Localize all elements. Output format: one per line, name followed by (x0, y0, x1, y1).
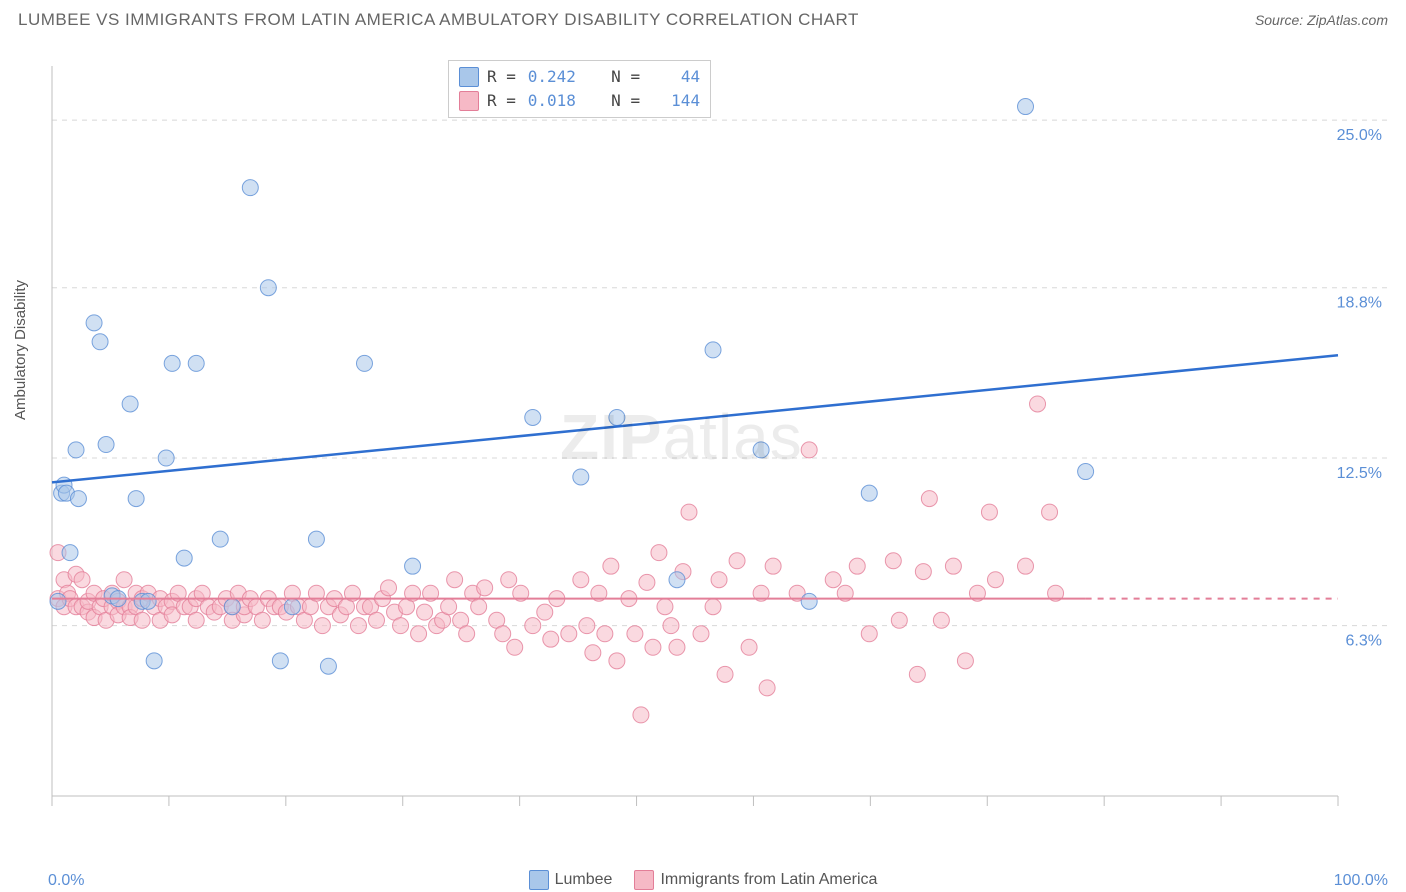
svg-text:6.3%: 6.3% (1346, 633, 1382, 650)
swatch-series-b (459, 91, 479, 111)
plot-area: 6.3% 12.5% 18.8% 25.0% (48, 56, 1388, 826)
chart-title: LUMBEE VS IMMIGRANTS FROM LATIN AMERICA … (18, 10, 859, 30)
legend: Lumbee Immigrants from Latin America (0, 870, 1406, 890)
header-bar: LUMBEE VS IMMIGRANTS FROM LATIN AMERICA … (0, 0, 1406, 36)
swatch-series-b (634, 870, 654, 890)
stats-row-a: R = 0.242 N = 44 (459, 65, 700, 89)
swatch-series-a (459, 67, 479, 87)
stats-row-b: R = 0.018 N = 144 (459, 89, 700, 113)
swatch-series-a (529, 870, 549, 890)
legend-item-a: Lumbee (529, 870, 613, 890)
legend-item-b: Immigrants from Latin America (634, 870, 877, 890)
correlation-stats-box: R = 0.242 N = 44 R = 0.018 N = 144 (448, 60, 711, 118)
source-attribution: Source: ZipAtlas.com (1255, 12, 1388, 28)
svg-text:25.0%: 25.0% (1337, 127, 1382, 144)
svg-text:18.8%: 18.8% (1337, 295, 1382, 312)
svg-text:12.5%: 12.5% (1337, 465, 1382, 482)
scatter-plot-svg: 6.3% 12.5% 18.8% 25.0% (48, 56, 1388, 826)
y-axis-label: Ambulatory Disability (12, 280, 29, 420)
